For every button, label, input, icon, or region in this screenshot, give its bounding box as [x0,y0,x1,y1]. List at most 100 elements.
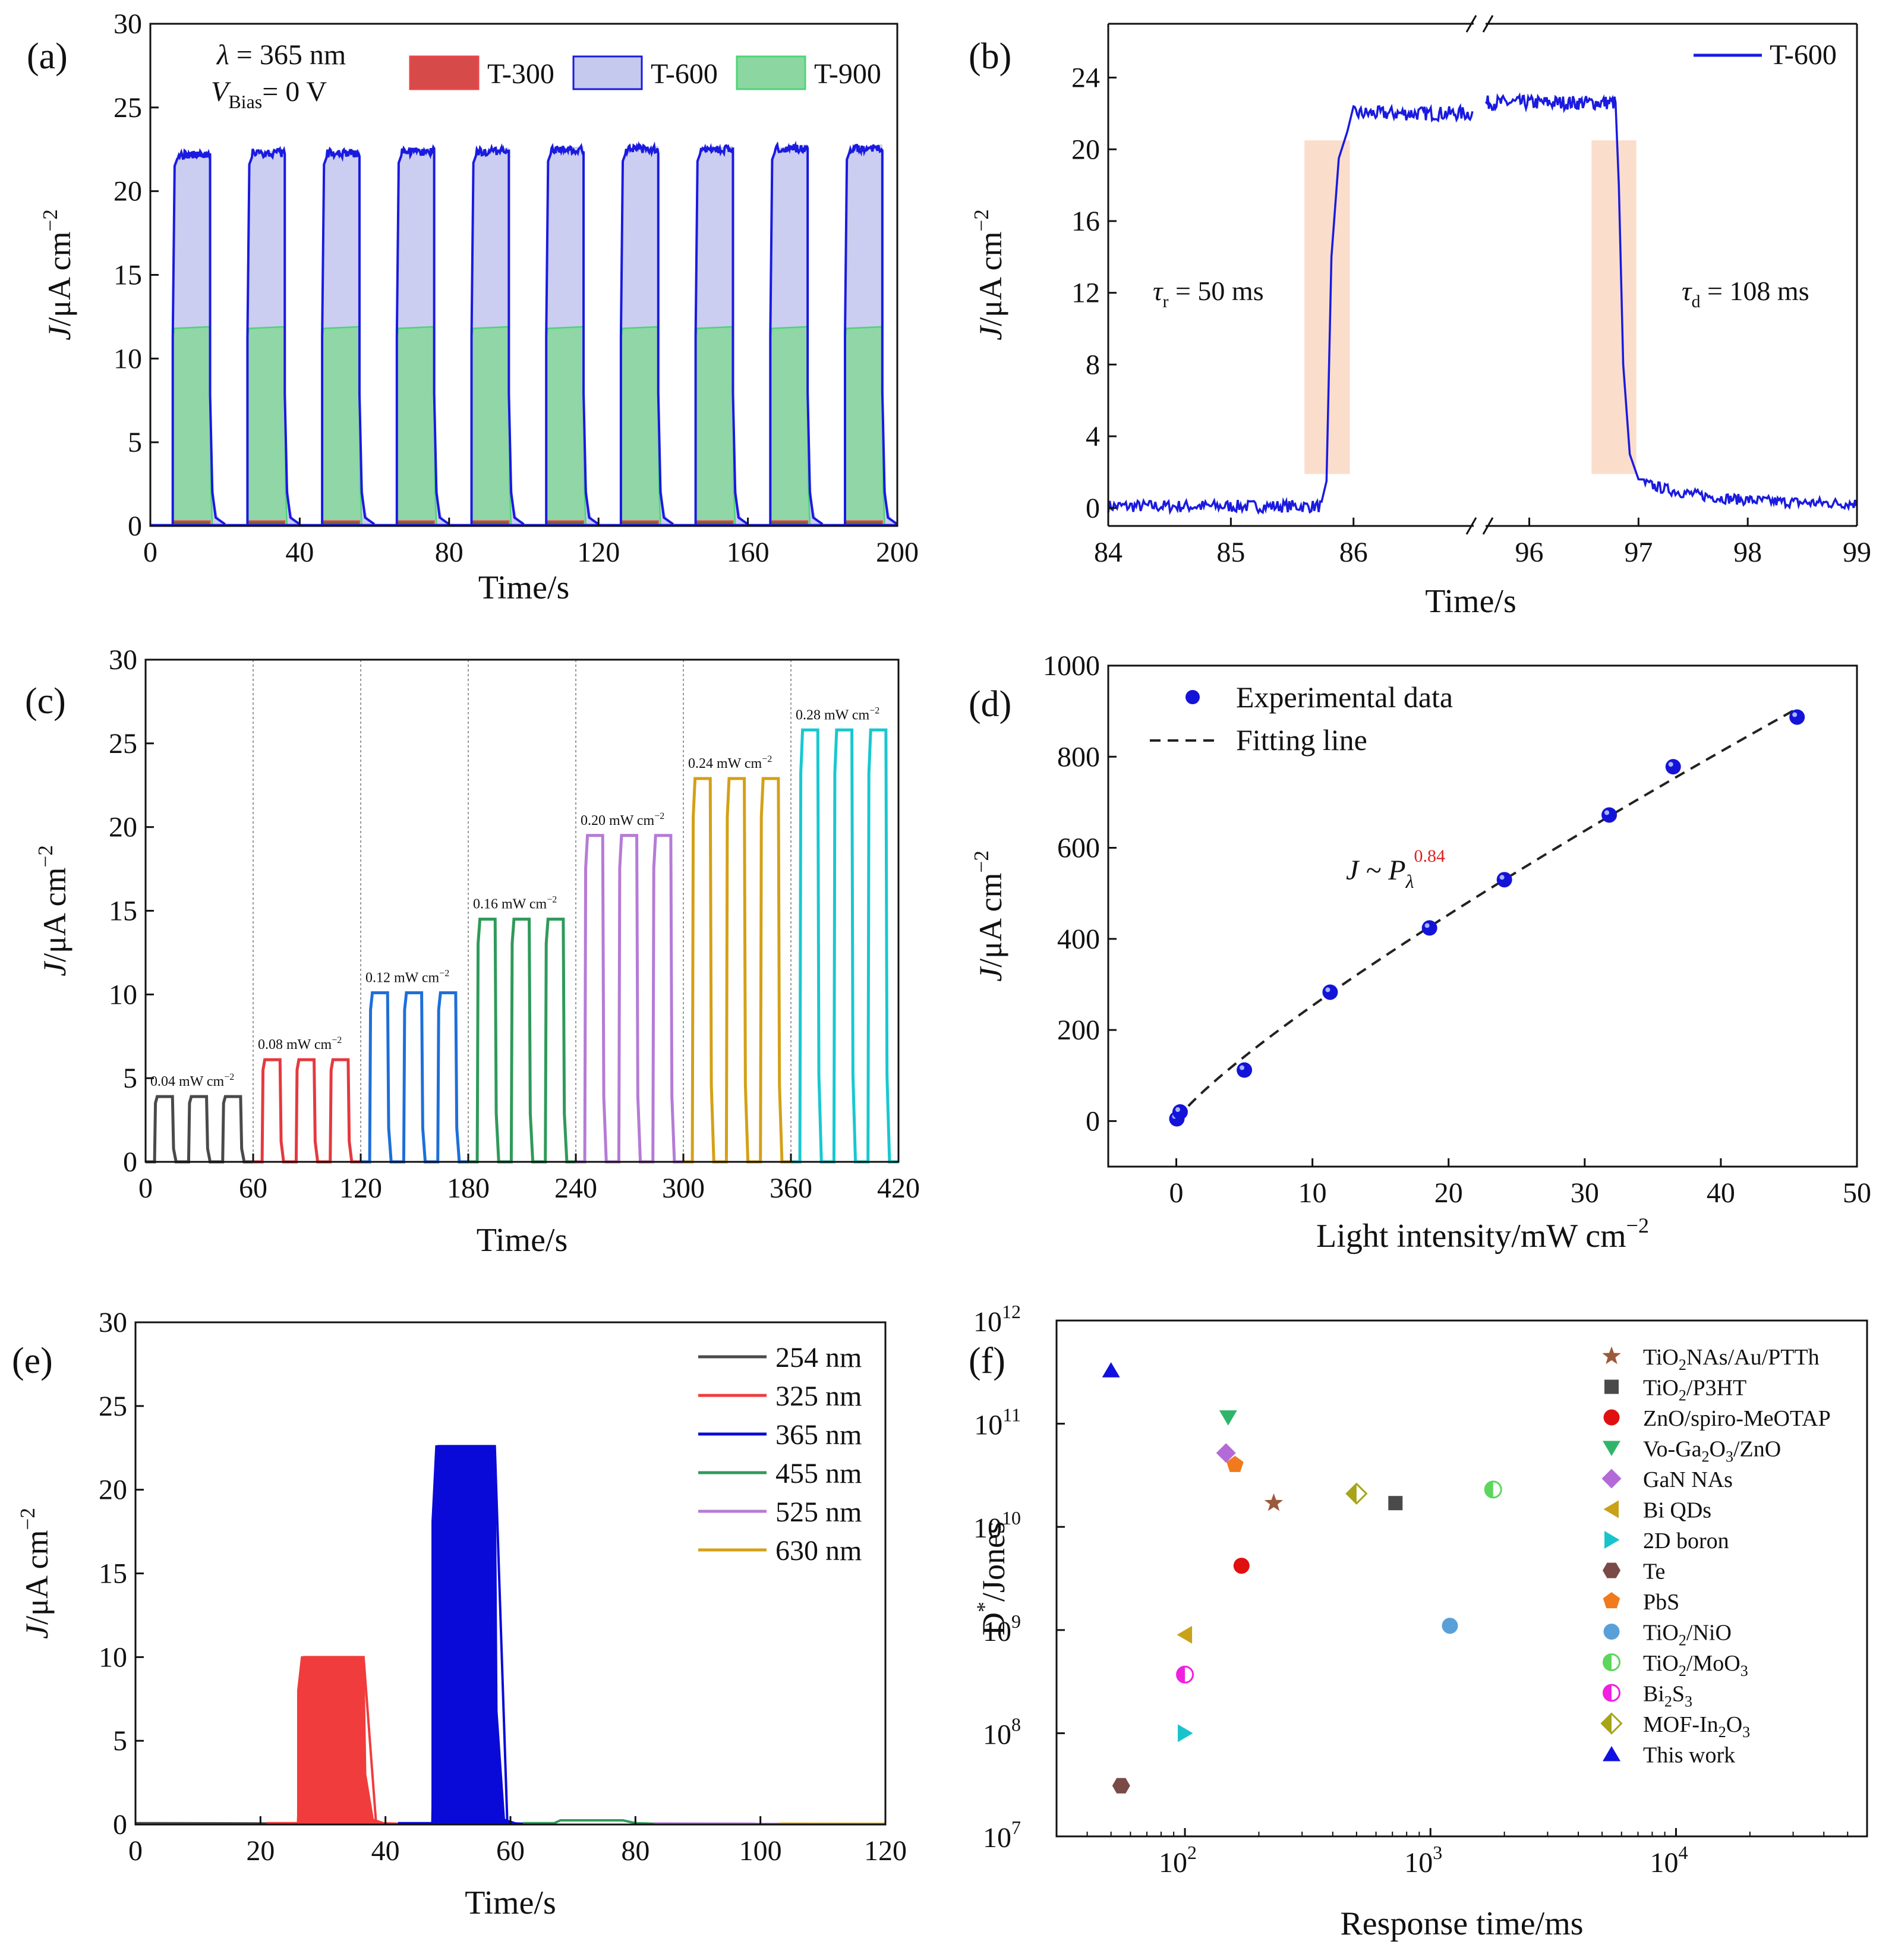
x-axis-tick-label: 0 [143,537,157,568]
x-axis-tick-label: 0 [138,1173,153,1204]
y-axis-tick-label: 5 [123,1063,137,1094]
bias-sub: Bias [228,91,262,112]
panel-d: 0 10 20 30 40 50 0 200 400 600 800 1000 Light intens… [969,650,1871,1255]
legend-marker-14 [1603,1746,1620,1762]
legend-marker-3 [1603,1409,1620,1426]
y-axis-tick-label: 1000 [1043,650,1100,682]
panel-b: 84 85 86 96 97 98 99 0 4 8 12 16 20 24 Time/s J/μA cm−2… [969,15,1871,620]
x-axis-tick-label: 80 [435,537,463,568]
group-label-text: 0.04 mW cm [150,1074,225,1089]
y-axis-tick-label: 24 [1071,62,1100,94]
group-label-sup: −2 [332,1035,342,1045]
tick-exp: 8 [1011,1713,1021,1735]
legend-label-7: 2D boron [1643,1529,1729,1553]
y-axis-tick-label: 25 [99,1391,127,1422]
legend-text: S [1672,1682,1685,1707]
y-axis-tick-label: 600 [1057,833,1100,864]
panel-f: TiO2NAs/Au/PTThTiO2/P3HTZnO/spiro-MeOTAP… [969,1301,1868,1942]
data-point-highlight [1240,1065,1245,1070]
y-axis-label-symbol: J [19,1623,55,1639]
trace-t600 [246,146,301,526]
y-axis-tick-label: 8 [1086,349,1100,380]
group-label-text: 0.28 mW cm [796,707,870,723]
trace-t600 [171,148,226,526]
fill-t900 [844,326,885,527]
y-axis-tick-label: 5 [128,427,142,458]
y-axis-tick-label: 25 [109,728,137,760]
group-label-text: 0.16 mW cm [473,897,547,912]
x-axis-tick-label: 0 [1169,1177,1184,1209]
data-point [1601,807,1617,823]
tick-exp: 10 [1002,1507,1021,1529]
fill-t900 [770,326,811,527]
fill-t900 [396,326,437,527]
y-axis-tick-label: 108 [983,1713,1021,1750]
y-axis-tick-label: 1011 [974,1404,1021,1441]
legend-text: 2D boron [1643,1529,1729,1553]
fill-t900 [620,326,661,527]
y-axis-label-text: /μA cm [37,867,72,962]
legend-sub: 3 [1742,1723,1750,1741]
data-point [1789,709,1805,725]
panel-a: 0 40 80 120 160 200 0 5 10 15 20 25 30 Time/s J/μA cm−… [27,8,919,606]
legend-sub: 2 [1679,1356,1686,1373]
y-axis-tick-label: 10 [109,979,137,1010]
fit-exponent: 0.84 [1414,846,1445,866]
tick-base: 10 [983,1719,1011,1750]
legend-sub: 2 [1664,1693,1672,1710]
data-point-highlight [1499,875,1505,880]
trace-t600 [769,140,824,526]
x-axis-tick-label: 0 [128,1835,143,1867]
trace-t600 [545,143,600,526]
x-axis-tick-label: 80 [621,1835,649,1867]
legend-marker-4 [1603,1441,1620,1456]
legend-text: TiO [1643,1345,1679,1370]
legend-marker-1 [1602,1346,1621,1365]
x-axis-tick-label: 98 [1733,537,1762,568]
x-axis-label: Response time/ms [1340,1905,1583,1942]
trace-t600 [470,143,525,526]
plot-frame [1055,1319,1868,1838]
legend-label-10: TiO2/NiO [1643,1621,1732,1649]
y-axis-label-rest: /Jones [976,1521,1011,1602]
y-axis-tick-label: 0 [1086,1105,1100,1137]
point-this-work [1102,1362,1120,1378]
x-axis-tick-label: 300 [662,1173,705,1204]
group-label-1: 0.04 mW cm−2 [150,1072,234,1089]
y-axis-label-sup: −2 [16,1508,39,1530]
tick-base: 10 [974,1410,1002,1441]
fill-t900 [545,326,587,527]
y-axis-label-text: /μA cm [973,872,1008,967]
fill-365-nm [431,1445,521,1826]
data-point [1665,759,1681,775]
legend-sub: 2 [1719,1723,1726,1741]
trace-group-3 [361,991,468,1164]
legend-label-fit: Fitting line [1236,723,1367,757]
x-axis-tick-label: 85 [1216,537,1245,568]
x-axis-tick-label: 104 [1650,1842,1688,1879]
x-axis-label: Time/s [477,1222,568,1259]
x-axis-tick-label: 96 [1515,537,1544,568]
panel-label: (d) [969,684,1011,724]
point-bi-s--half [1177,1666,1185,1683]
y-axis-tick-label: 200 [1057,1014,1100,1046]
tick-exp: 3 [1433,1842,1442,1863]
y-axis-tick-label: 400 [1057,924,1100,955]
legend-label-t600: T-600 [1770,39,1837,71]
trace-group-6 [683,777,791,1164]
y-axis-tick-label: 20 [99,1474,127,1506]
group-label-text: 0.20 mW cm [581,813,655,828]
y-axis-tick-label: 12 [1071,278,1100,309]
y-axis-label: J/μA cm−2 [16,1508,55,1639]
legend-text: MOF-In [1643,1712,1719,1737]
data-point-highlight [1668,762,1673,767]
data-point-highlight [1604,810,1610,815]
x-axis-tick-label: 60 [496,1835,525,1867]
y-axis-label: J/μA cm−2 [970,850,1008,982]
point-tio-moo--half [1485,1481,1493,1498]
legend-text: Vo-Ga [1643,1437,1702,1462]
point-2d-boron [1178,1724,1193,1742]
x-axis-label-text: Light intensity/mW cm [1316,1218,1626,1255]
y-axis-label-text: D [976,1612,1011,1636]
tick-exp: 11 [1002,1404,1021,1426]
